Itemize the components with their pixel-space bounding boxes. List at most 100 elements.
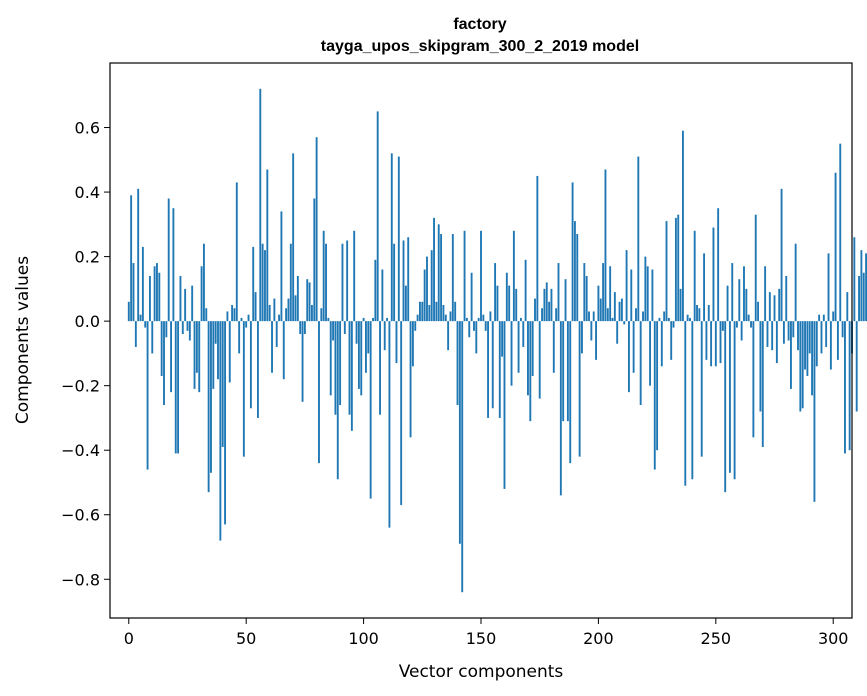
x-tick-label: 150 <box>466 629 497 648</box>
bar-component-11 <box>153 266 156 322</box>
bar-component-234 <box>677 214 680 322</box>
bar-component-208 <box>616 321 619 344</box>
bar-component-225 <box>656 321 659 451</box>
bar-component-86 <box>329 321 332 396</box>
bar-component-167 <box>519 317 522 322</box>
bar-component-272 <box>766 321 769 347</box>
bar-component-139 <box>454 301 457 322</box>
bar-component-70 <box>292 153 295 322</box>
bar-component-28 <box>193 321 196 389</box>
bar-component-288 <box>804 321 806 370</box>
bar-component-125 <box>421 301 424 322</box>
bar-component-294 <box>818 314 821 322</box>
bar-component-147 <box>473 321 475 331</box>
y-tick-label: −0.4 <box>61 441 100 460</box>
bar-component-244 <box>700 321 703 457</box>
bar-component-304 <box>841 321 844 338</box>
x-tick-label: 100 <box>348 629 379 648</box>
bar-component-168 <box>522 321 525 347</box>
bar-component-182 <box>555 308 558 322</box>
bar-component-151 <box>482 314 485 322</box>
bar-component-20 <box>174 321 177 454</box>
bar-component-260 <box>738 279 741 322</box>
bar-component-257 <box>731 263 734 322</box>
bar-component-102 <box>367 321 370 354</box>
bar-component-171 <box>529 321 532 422</box>
bar-component-116 <box>400 321 403 506</box>
bar-component-104 <box>372 317 374 322</box>
bar-component-256 <box>728 321 731 473</box>
bar-component-194 <box>583 263 586 322</box>
bar-component-270 <box>761 321 764 447</box>
bar-component-269 <box>759 321 762 412</box>
bar-component-18 <box>170 321 172 393</box>
bar-component-7 <box>144 321 147 328</box>
bar-component-119 <box>407 237 410 322</box>
bar-component-205 <box>609 266 612 322</box>
bar-component-155 <box>491 321 494 409</box>
bar-component-90 <box>339 321 342 406</box>
bar-component-112 <box>390 153 393 322</box>
bar-component-85 <box>327 317 330 322</box>
bar-component-149 <box>477 317 480 322</box>
bar-component-109 <box>383 321 386 351</box>
bar-component-309 <box>853 237 856 322</box>
bar-component-62 <box>273 298 276 322</box>
bar-component-166 <box>517 321 520 373</box>
bar-component-185 <box>562 321 565 422</box>
bar-component-220 <box>644 256 647 322</box>
bar-component-314 <box>865 253 867 322</box>
bar-component-136 <box>447 321 450 351</box>
bar-component-189 <box>571 182 574 322</box>
bar-component-111 <box>388 321 391 528</box>
y-axis-label: Components values <box>13 256 33 424</box>
bar-component-296 <box>822 314 825 322</box>
bar-component-79 <box>313 198 316 322</box>
bar-component-298 <box>827 253 830 322</box>
bar-component-279 <box>782 321 785 344</box>
bar-component-14 <box>160 321 163 376</box>
bar-component-226 <box>658 317 661 322</box>
bar-component-161 <box>505 272 508 322</box>
bar-component-131 <box>435 301 438 322</box>
bar-component-203 <box>604 169 607 322</box>
bar-component-55 <box>256 321 259 418</box>
bar-component-292 <box>813 321 816 502</box>
bar-component-191 <box>576 234 579 322</box>
bar-component-299 <box>829 321 832 370</box>
bar-component-178 <box>545 282 548 322</box>
bar-component-26 <box>188 321 191 341</box>
bar-component-89 <box>336 321 339 480</box>
bar-component-92 <box>343 321 346 335</box>
bar-component-67 <box>285 308 288 322</box>
bar-component-156 <box>494 263 497 322</box>
bar-component-262 <box>743 266 745 322</box>
bar-component-217 <box>637 156 640 322</box>
bar-component-76 <box>306 279 309 322</box>
bar-component-3 <box>134 321 137 347</box>
bar-component-91 <box>341 243 344 322</box>
bar-component-235 <box>679 288 682 322</box>
bar-component-29 <box>195 321 198 373</box>
bar-component-267 <box>754 214 757 322</box>
bar-component-133 <box>440 234 443 322</box>
bar-component-228 <box>663 311 666 322</box>
bar-component-81 <box>318 321 320 464</box>
bar-component-312 <box>860 250 863 322</box>
bar-component-8 <box>146 321 149 470</box>
bar-component-107 <box>379 321 381 415</box>
bar-component-9 <box>148 275 151 322</box>
bar-component-290 <box>808 321 811 354</box>
bar-component-200 <box>597 285 600 322</box>
x-axis: 0 50 100 150 200 250 300 <box>124 618 848 648</box>
bar-component-163 <box>510 321 513 386</box>
bar-component-159 <box>501 321 504 357</box>
bar-component-34 <box>207 321 210 493</box>
bar-component-46 <box>235 182 238 322</box>
bar-component-35 <box>210 321 212 473</box>
bar-component-212 <box>625 250 628 322</box>
chart-title: factory <box>453 16 506 33</box>
bar-component-57 <box>261 243 264 322</box>
bar-component-240 <box>691 321 694 480</box>
